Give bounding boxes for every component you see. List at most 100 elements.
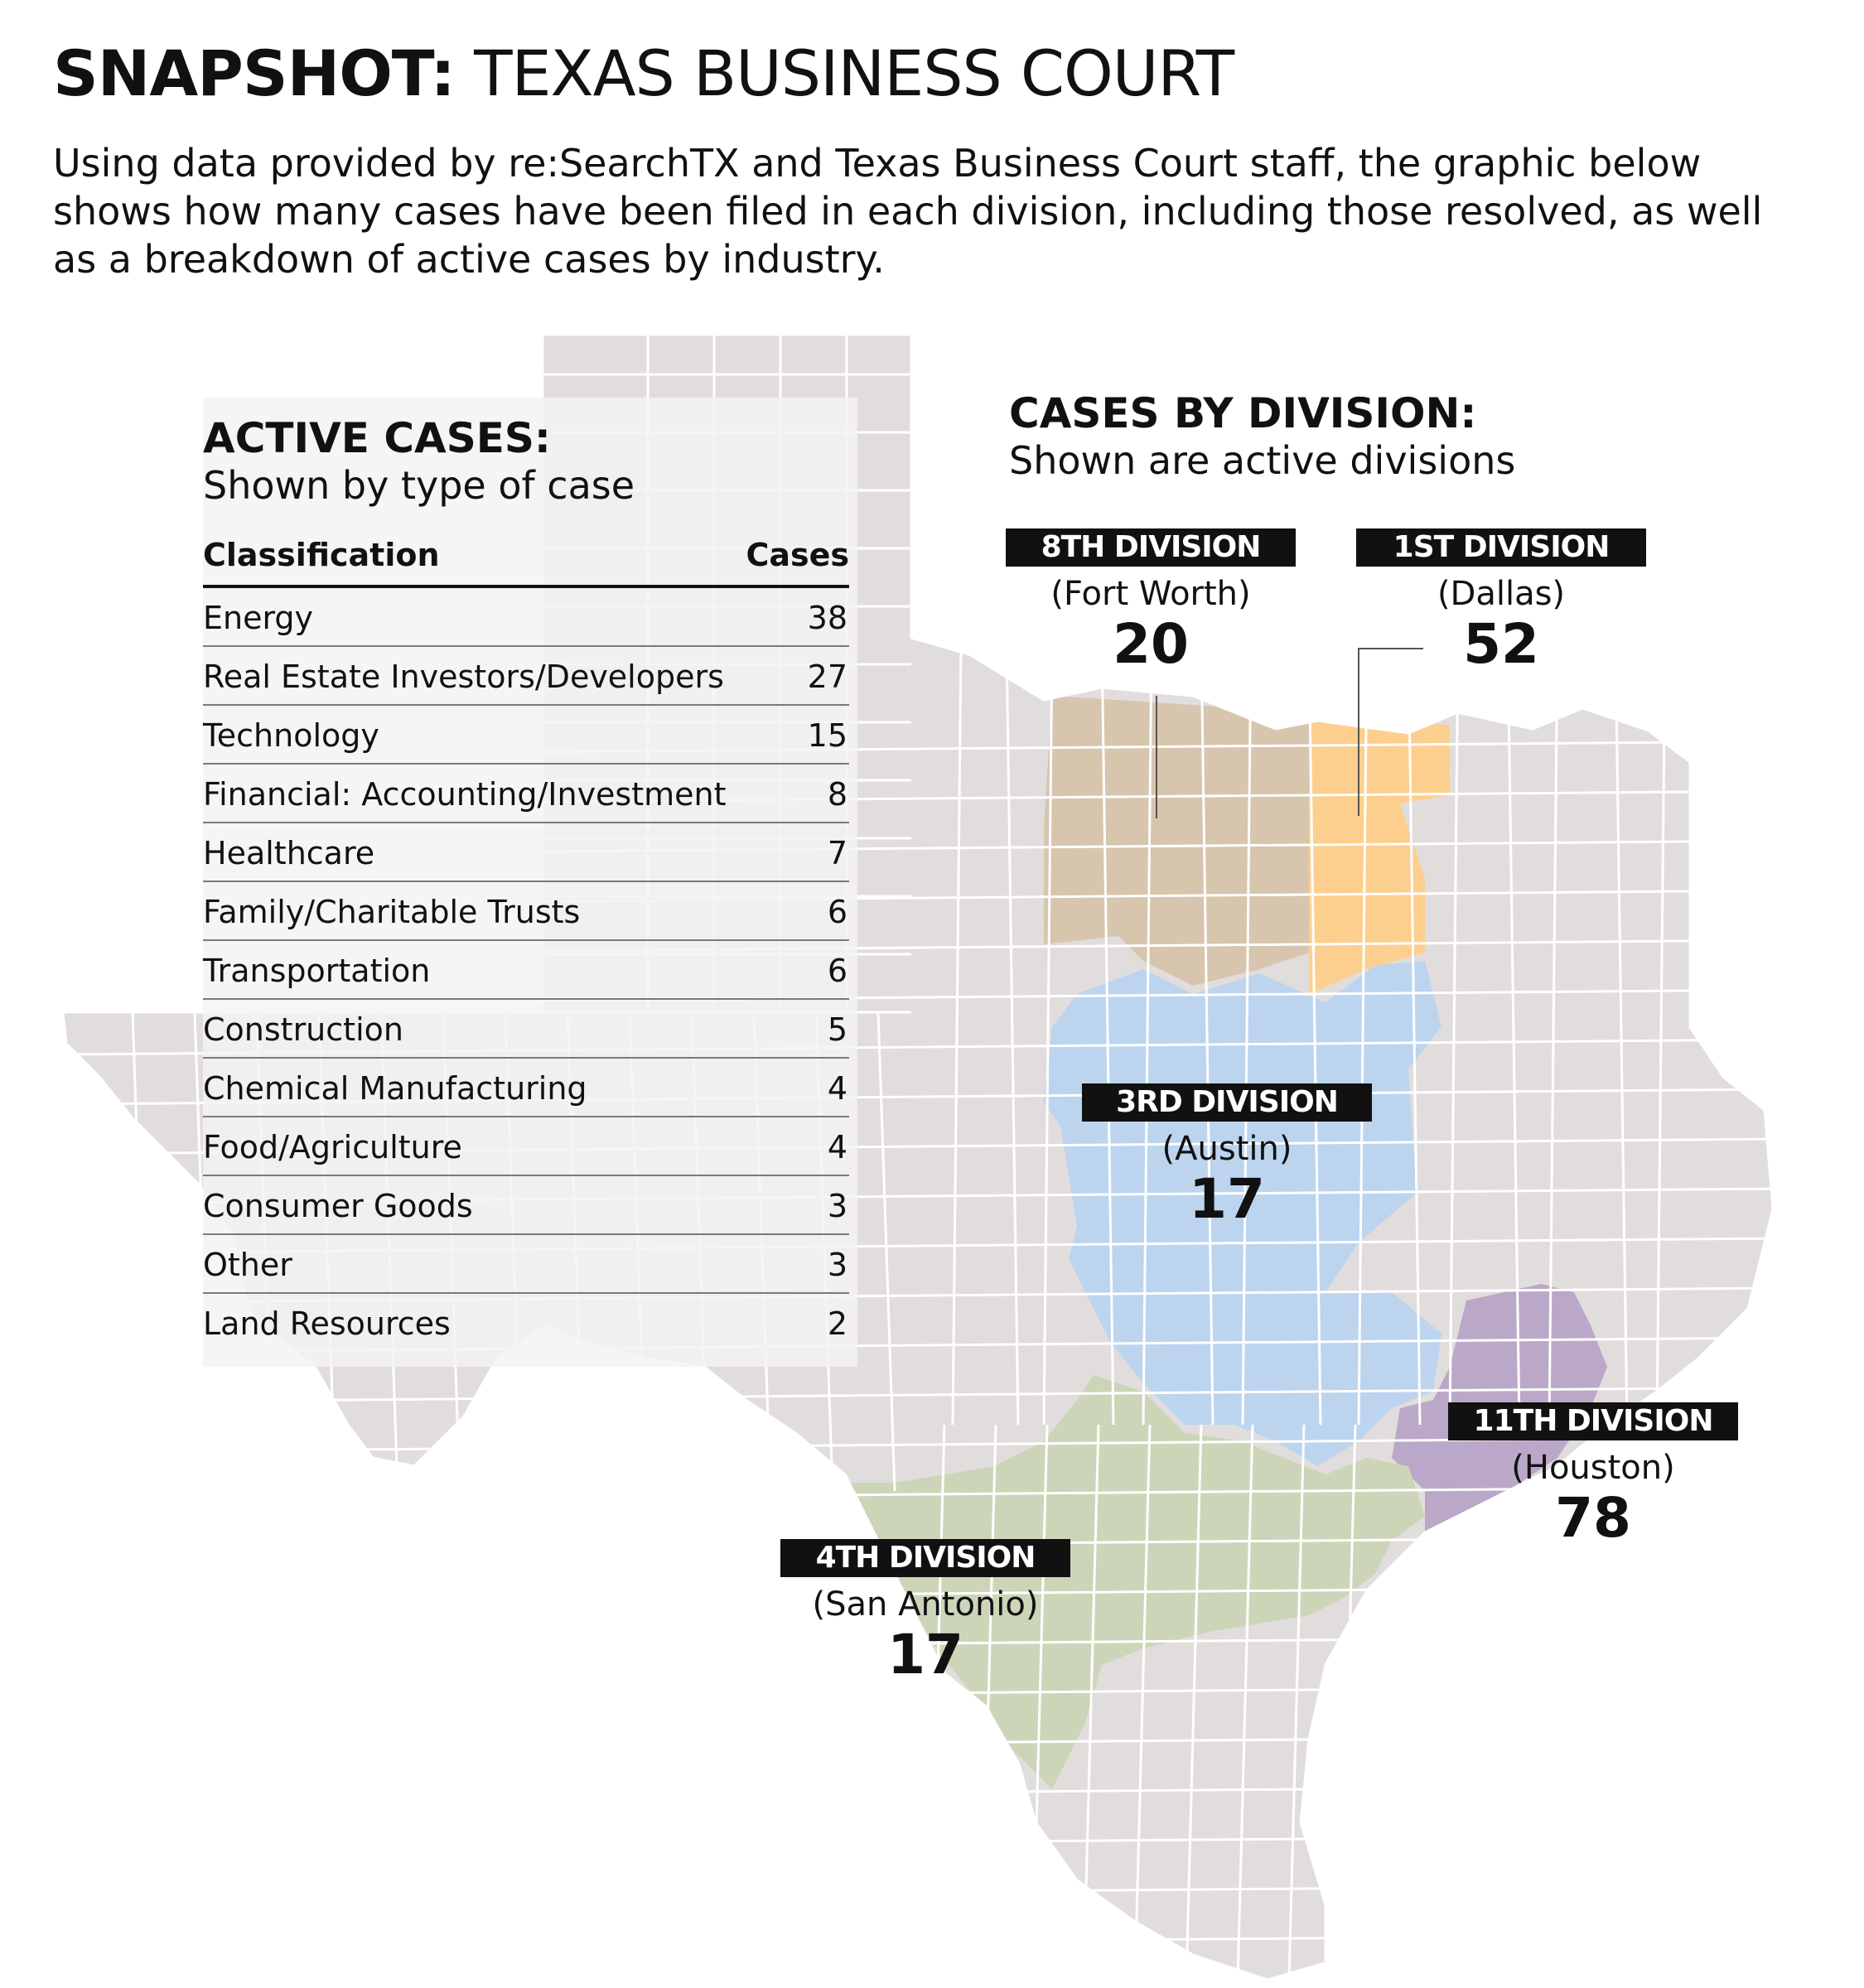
active-cases-title: ACTIVE CASES: [203,414,551,462]
county-border [65,1783,1773,1802]
county-border [1133,1424,1152,1980]
table-row: Transportation 6 [203,941,849,1000]
division-name: 4TH DIVISION [780,1539,1070,1577]
table-row: Consumer Goods 3 [203,1176,849,1235]
row-label: Healthcare [203,835,375,871]
table-row: Real Estate Investors/Developers 27 [203,647,849,706]
division-region-8th [1044,696,1309,986]
division-city: (San Antonio) [812,1585,1039,1624]
row-count: 4 [827,1070,847,1107]
county-border [1142,645,1153,1426]
table-row: Land Resources 2 [203,1294,849,1351]
table-row: Family/Charitable Trusts 6 [203,882,849,941]
division-name: 3RD DIVISION [1082,1083,1372,1122]
division-city: (Austin) [1161,1130,1292,1168]
table-row: Healthcare 7 [203,823,849,882]
division-title: CASES BY DIVISION: [1009,389,1477,437]
row-label: Construction [203,1011,403,1048]
row-count: 27 [807,659,847,695]
division-name: 1ST DIVISION [1356,528,1646,567]
row-label: Family/Charitable Trusts [203,894,581,930]
page-title: SNAPSHOT: TEXAS BUSINESS COURT [53,36,1234,110]
county-border [1287,1424,1306,1980]
table-row: Energy 38 [203,588,849,647]
intro-text: Using data provided by re:SearchTX and T… [53,141,1763,282]
row-count: 6 [827,894,847,930]
division-heading: CASES BY DIVISION: Shown are active divi… [1009,389,1639,484]
table-header: Classification Cases [203,537,849,588]
row-count: 5 [827,1011,847,1048]
row-count: 3 [827,1188,847,1224]
row-label: Financial: Accounting/Investment [203,776,727,813]
row-label: Land Resources [203,1305,451,1342]
table-body: Energy 38 Real Estate Investors/Developer… [203,588,849,1351]
row-label: Chemical Manufacturing [203,1070,587,1107]
active-cases-subtitle: Shown by type of case [203,463,635,508]
row-label: Real Estate Investors/Developers [203,659,724,695]
division-label-3rd: 3RD DIVISION (Austin) 17 [1082,1083,1372,1229]
county-border [1548,645,1559,1426]
county-border [1357,645,1369,1426]
row-count: 4 [827,1129,847,1165]
active-cases-panel: ACTIVE CASES: Shown by type of case Clas… [203,414,849,1351]
county-border [65,1734,1773,1752]
division-cases: 17 [887,1623,963,1686]
row-label: Energy [203,600,314,636]
table-row: Financial: Accounting/Investment 8 [203,765,849,823]
county-border [1236,1424,1254,1980]
division-city: (Houston) [1511,1449,1675,1487]
county-border [1506,645,1521,1426]
table-row: Technology 15 [203,706,849,765]
county-border [1614,645,1629,1426]
division-label-1st: 1ST DIVISION (Dallas) 52 [1356,528,1646,674]
col-cases: Cases [746,537,849,573]
division-cases: 17 [1189,1167,1265,1231]
row-label: Consumer Goods [203,1188,473,1224]
col-classification: Classification [203,537,440,573]
county-border [1200,645,1214,1426]
division-cases: 20 [1113,612,1189,676]
county-border [65,1386,1773,1404]
row-count: 2 [827,1305,847,1342]
row-label: Other [203,1247,292,1283]
row-label: Technology [203,717,379,754]
division-city: (Fort Worth) [1050,575,1251,613]
table-row: Food/Agriculture 4 [203,1117,849,1176]
division-city: (Dallas) [1437,575,1566,613]
division-label-11th: 11TH DIVISION (Houston) 78 [1448,1402,1738,1548]
leader-line-1st [1358,648,1423,816]
county-border [1448,645,1460,1426]
table-row: Construction 5 [203,1000,849,1059]
division-label-8th: 8TH DIVISION (Fort Worth) 20 [1006,528,1296,674]
title-rest: TEXAS BUSINESS COURT [474,36,1234,110]
row-count: 7 [827,835,847,871]
title-bold: SNAPSHOT: [53,36,456,110]
county-border [65,1684,1773,1702]
division-label-4th: 4TH DIVISION (San Antonio) 17 [780,1539,1070,1685]
division-cases: 52 [1463,612,1539,676]
division-name: 8TH DIVISION [1006,528,1296,567]
county-border [1307,645,1322,1426]
row-label: Food/Agriculture [203,1129,462,1165]
row-count: 6 [827,953,847,989]
county-border [1185,1424,1203,1980]
table-row: Other 3 [203,1235,849,1294]
county-border [1407,645,1422,1426]
division-region-1st [1309,721,1450,994]
county-border [1241,645,1253,1426]
row-label: Transportation [203,953,431,989]
row-count: 38 [807,600,847,636]
row-count: 15 [807,717,847,754]
division-cases: 78 [1555,1486,1631,1550]
county-border [65,1833,1773,1851]
table-panel-background [203,398,857,1367]
county-border [65,1883,1773,1901]
division-subtitle: Shown are active divisions [1009,438,1516,483]
division-name: 11TH DIVISION [1448,1402,1738,1440]
division-region-4th [837,1375,1425,1789]
row-count: 8 [827,776,847,813]
row-count: 3 [827,1247,847,1283]
county-border [876,1011,896,1492]
table-row: Chemical Manufacturing 4 [203,1059,849,1117]
county-border [1655,645,1667,1426]
